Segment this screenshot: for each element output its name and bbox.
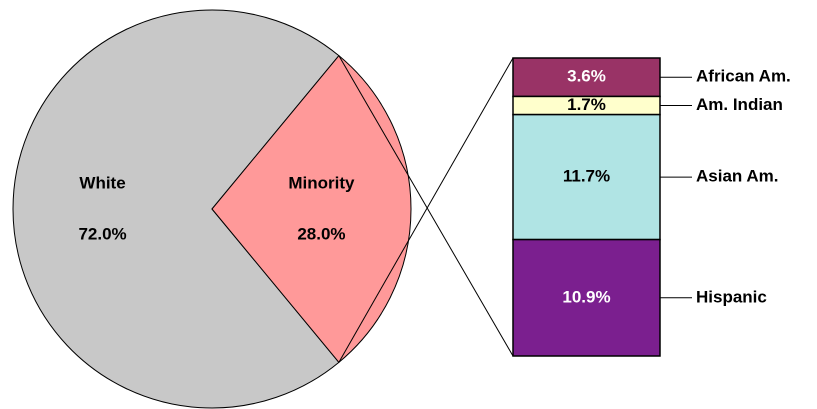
segment-value-label: 1.7% xyxy=(567,95,606,114)
pie-slice xyxy=(211,54,412,364)
connector-line xyxy=(338,57,514,363)
segment-label: Hispanic xyxy=(696,287,767,306)
segment-value-label: 3.6% xyxy=(567,67,606,86)
bar-segment xyxy=(512,57,661,98)
segment-value-label: 10.9% xyxy=(562,287,610,306)
segment-value-label: 11.7% xyxy=(563,167,610,186)
pie-slice xyxy=(12,9,340,409)
segment-label: Asian Am. xyxy=(696,167,779,186)
slice-value-label: 72.0% xyxy=(78,224,126,243)
slice-label: White xyxy=(79,173,125,192)
slice-label: Minority xyxy=(288,173,355,192)
segment-label: Am. Indian xyxy=(696,95,783,114)
connector-line xyxy=(338,55,514,357)
slice-value-label: 28.0% xyxy=(297,224,345,243)
segment-label: African Am. xyxy=(696,67,791,86)
